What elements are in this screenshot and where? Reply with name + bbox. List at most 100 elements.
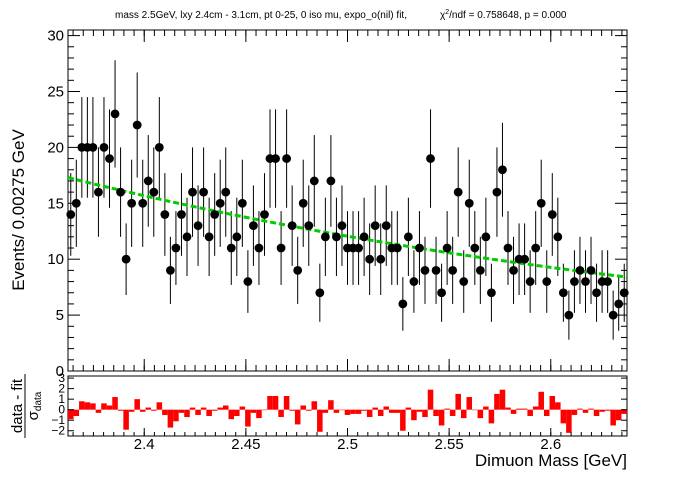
- pull-bar: [433, 409, 439, 416]
- pull-bar: [333, 409, 340, 413]
- pull-bar: [483, 406, 489, 410]
- pull-bar: [377, 409, 384, 416]
- pull-bar: [389, 409, 395, 413]
- pull-bar: [68, 409, 74, 420]
- pull-bar: [151, 409, 157, 411]
- pull-bar: [411, 409, 417, 421]
- pull-bar: [560, 409, 567, 424]
- pull-bar: [200, 407, 207, 410]
- ratio-y-tick-label: −2: [51, 424, 65, 438]
- data-point: [260, 210, 269, 219]
- y-axis-label: Events/ 0.00275 GeV: [9, 129, 28, 291]
- data-point: [564, 310, 574, 320]
- data-point: [525, 277, 535, 286]
- ratio-label-denominator: σdata: [25, 391, 44, 420]
- data-point: [475, 265, 485, 275]
- data-point: [221, 187, 231, 197]
- pull-bar: [499, 389, 506, 410]
- data-point: [188, 187, 197, 197]
- data-point: [127, 198, 137, 208]
- pull-bar: [267, 396, 273, 410]
- x-tick-label: 2.4: [134, 436, 155, 453]
- data-point: [592, 288, 601, 298]
- data-point: [204, 232, 214, 242]
- ratio-y-tick-label: 0: [58, 403, 65, 417]
- pull-bar: [566, 409, 572, 433]
- pull-bar: [593, 409, 600, 416]
- data-point: [199, 187, 208, 197]
- data-point: [392, 243, 402, 253]
- data-point: [603, 277, 613, 286]
- data-point: [575, 265, 585, 275]
- ratio-label-sigma: σ: [25, 410, 42, 420]
- data-point: [177, 210, 186, 219]
- pull-bar: [79, 401, 85, 410]
- pull-bar: [460, 409, 467, 419]
- chi2-label: χ2/ndf = 0.758648, p = 0.000: [440, 9, 567, 21]
- data-point: [254, 243, 264, 253]
- pull-bar: [615, 409, 622, 421]
- data-point: [232, 232, 242, 242]
- data-point: [138, 198, 148, 208]
- pull-bar: [239, 406, 246, 410]
- ratio-axis-ticks: [68, 377, 627, 436]
- data-point: [370, 221, 380, 231]
- chi2-rest: /ndf = 0.758648, p = 0.000: [449, 10, 567, 21]
- pull-bar: [311, 401, 318, 410]
- data-point: [99, 142, 109, 152]
- pull-bar: [139, 409, 146, 412]
- data-point: [431, 265, 441, 275]
- pull-bar: [494, 393, 500, 410]
- pull-bar: [222, 405, 229, 410]
- pull-bar: [250, 409, 257, 413]
- main-y-tick-labels: 0 5 10 15 20 25 30: [47, 28, 64, 380]
- data-point: [398, 299, 408, 309]
- data-point: [437, 288, 446, 298]
- pull-bar: [112, 397, 118, 410]
- ratio-y-tick-label: −1: [51, 413, 65, 427]
- pull-bar: [532, 406, 539, 410]
- pull-bar: [283, 396, 290, 410]
- data-point: [487, 288, 496, 298]
- pull-bar: [366, 409, 373, 418]
- pull-bar: [95, 409, 102, 413]
- data-point: [570, 277, 579, 286]
- data-point: [210, 210, 220, 219]
- data-point: [226, 243, 236, 253]
- pull-bar: [106, 405, 113, 410]
- pull-bar: [272, 396, 279, 410]
- pull-bar: [599, 409, 605, 412]
- y-tick-label: 30: [47, 28, 64, 45]
- pull-bar: [477, 409, 484, 419]
- data-point: [448, 265, 458, 275]
- data-point: [354, 243, 363, 253]
- ratio-y-tick-label: 1: [58, 392, 65, 406]
- ratio-y-tick-label: 2: [58, 382, 65, 396]
- data-point: [481, 232, 491, 242]
- data-point: [547, 210, 557, 219]
- pull-bar: [339, 409, 345, 411]
- data-point: [293, 265, 303, 275]
- data-point: [110, 109, 120, 119]
- data-point: [337, 221, 347, 231]
- pull-bar: [438, 409, 445, 426]
- data-point: [581, 277, 590, 286]
- pull-bar: [416, 409, 423, 412]
- pull-bar: [84, 402, 91, 410]
- data-point: [132, 120, 142, 130]
- data-point: [553, 232, 563, 242]
- pull-bar: [521, 408, 528, 410]
- data-point: [154, 142, 164, 152]
- pull-bar: [610, 409, 616, 426]
- data-point: [71, 198, 81, 208]
- data-point: [116, 187, 125, 197]
- pull-bar: [577, 408, 583, 410]
- pull-bar: [289, 409, 295, 411]
- data-point: [165, 265, 175, 275]
- data-point: [426, 154, 435, 163]
- pull-bar: [206, 409, 212, 416]
- pull-bar: [422, 409, 428, 418]
- pull-bar: [444, 408, 450, 410]
